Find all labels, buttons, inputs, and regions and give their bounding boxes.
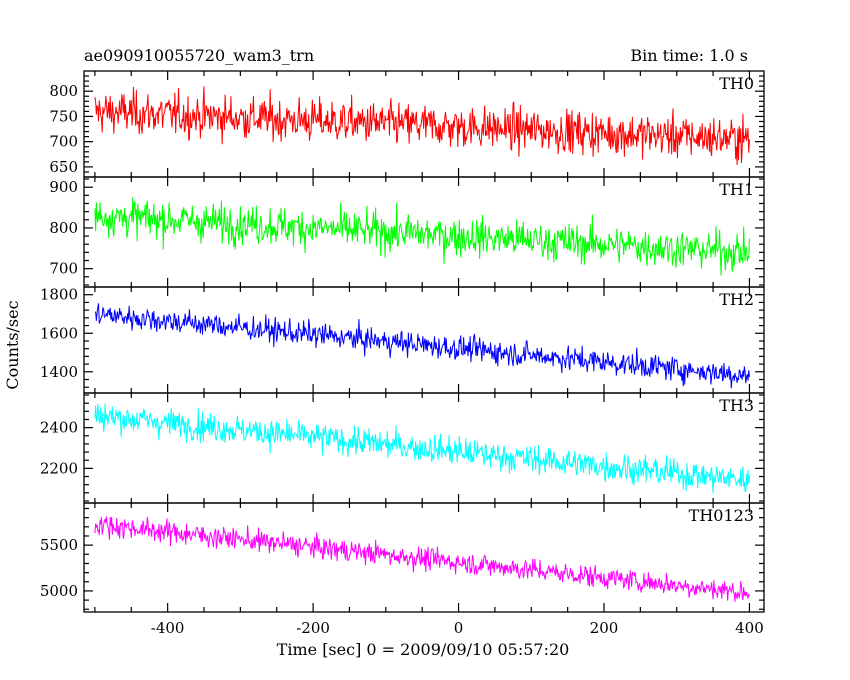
y-tick-label: 700 bbox=[49, 260, 78, 278]
panel-label-th1: TH1 bbox=[719, 180, 754, 199]
panel-frame-th2 bbox=[83, 286, 765, 394]
y-tick-label: 900 bbox=[49, 178, 78, 196]
x-tick-label: 200 bbox=[590, 619, 619, 637]
series-th0123 bbox=[94, 516, 750, 602]
y-tick-label: 5500 bbox=[40, 536, 78, 554]
y-tick-label: 800 bbox=[49, 82, 78, 100]
panel-frame-th3 bbox=[83, 392, 765, 504]
x-tick-label: 400 bbox=[735, 619, 764, 637]
x-axis-label: Time [sec] 0 = 2009/09/10 05:57:20 bbox=[277, 640, 570, 659]
panels-group: 650 700 750 800 TH0 700 800 900 TH1 1400 1600 1800 T… bbox=[40, 70, 765, 637]
x-tick-label: -200 bbox=[296, 619, 330, 637]
series-th0 bbox=[94, 86, 750, 165]
y-tick-label: 800 bbox=[49, 219, 78, 237]
y-tick-label: 5000 bbox=[40, 582, 78, 600]
y-tick-label: 1800 bbox=[40, 286, 78, 304]
y-tick-label: 1600 bbox=[40, 324, 78, 342]
x-tick-label: 0 bbox=[454, 619, 464, 637]
y-tick-label: 650 bbox=[49, 158, 78, 176]
y-tick-label: 700 bbox=[49, 133, 78, 151]
y-axis-label: Counts/sec bbox=[3, 300, 22, 389]
y-tick-label: 2400 bbox=[40, 419, 78, 437]
y-tick-label: 750 bbox=[49, 107, 78, 125]
series-th2 bbox=[94, 303, 750, 389]
panel-label-th3: TH3 bbox=[719, 396, 754, 415]
y-tick-label: 1400 bbox=[40, 363, 78, 381]
panel-label-th0123: TH0123 bbox=[689, 506, 754, 525]
series-th1 bbox=[94, 197, 750, 276]
x-tick-label: -400 bbox=[151, 619, 185, 637]
panel-label-th0: TH0 bbox=[719, 74, 754, 93]
panel-frame-th1 bbox=[83, 176, 765, 288]
bin-time-label: Bin time: 1.0 s bbox=[630, 46, 748, 65]
panel-label-th2: TH2 bbox=[719, 290, 754, 309]
panel-frame-th0123 bbox=[83, 502, 765, 613]
y-tick-label: 2200 bbox=[40, 459, 78, 477]
series-th3 bbox=[94, 403, 750, 494]
chart-title: ae090910055720_wam3_trn bbox=[84, 46, 314, 65]
